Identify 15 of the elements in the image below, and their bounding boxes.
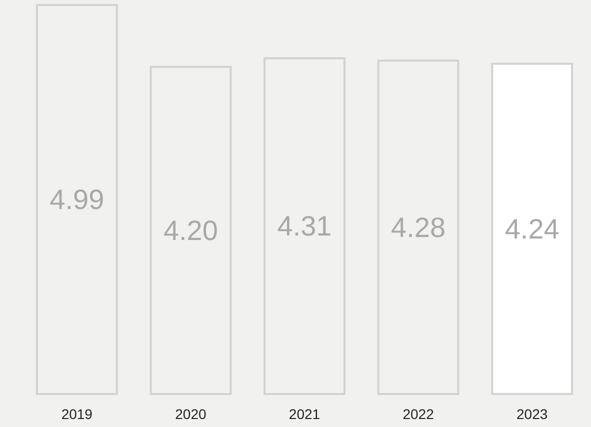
bar [36,4,118,395]
bar [264,57,346,395]
x-tick-label: 2020 [175,406,206,422]
data-label: 4.99 [50,184,104,215]
bar [377,60,460,395]
x-tick-label: 2022 [402,406,434,422]
data-label: 4.28 [391,212,446,243]
x-tick-label: 2019 [61,406,93,422]
x-tick-label: 2021 [288,406,320,422]
data-label: 4.24 [504,213,560,244]
bar [150,66,232,395]
data-label: 4.31 [277,210,332,242]
data-label: 4.20 [163,214,218,246]
x-tick-label: 2023 [516,406,548,422]
bar [491,62,574,395]
